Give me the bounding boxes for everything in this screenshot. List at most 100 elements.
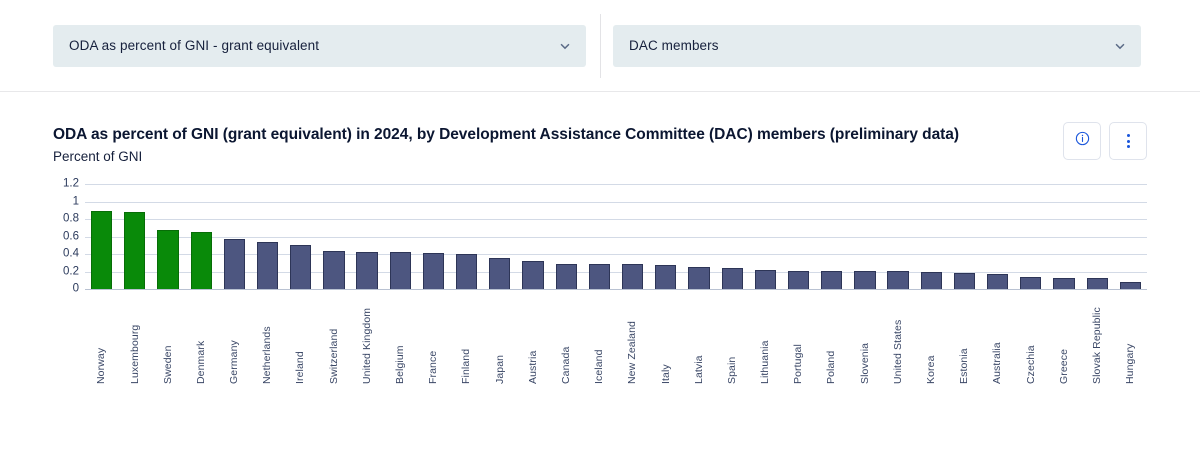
x-label-slot: Estonia xyxy=(948,296,981,384)
bar-slot xyxy=(118,184,151,289)
x-axis-label: Slovenia xyxy=(858,342,871,384)
bar-slot xyxy=(815,184,848,289)
bar[interactable] xyxy=(1053,277,1075,289)
bar[interactable] xyxy=(555,263,577,289)
bar[interactable] xyxy=(157,229,179,289)
x-label-slot: United Kingdom xyxy=(351,296,384,384)
bar[interactable] xyxy=(1086,277,1108,289)
filter-bar: ODA as percent of GNI - grant equivalent… xyxy=(0,0,1200,92)
x-axis-label: Latvia xyxy=(692,355,705,384)
x-axis-label: Germany xyxy=(228,340,241,384)
y-axis-tick: 0.8 xyxy=(63,212,79,225)
x-label-slot: Japan xyxy=(483,296,516,384)
bar-slot xyxy=(1081,184,1114,289)
bar-slot xyxy=(85,184,118,289)
x-axis-label: France xyxy=(427,350,440,384)
x-label-slot: Hungary xyxy=(1114,296,1147,384)
bar[interactable] xyxy=(953,273,976,289)
bar-slot xyxy=(782,184,815,289)
bar[interactable] xyxy=(190,232,212,289)
x-label-slot: Portugal xyxy=(782,296,815,384)
bar[interactable] xyxy=(920,272,942,289)
x-axis-label: Hungary xyxy=(1124,343,1137,384)
x-axis-label: Australia xyxy=(991,342,1004,384)
x-axis-label: United Kingdom xyxy=(360,307,373,384)
bar[interactable] xyxy=(688,267,710,289)
x-axis-label: Luxembourg xyxy=(128,324,141,384)
bar[interactable] xyxy=(389,252,411,289)
bar-slot xyxy=(516,184,549,289)
x-axis-label: Slovak Republic xyxy=(1090,307,1103,384)
x-axis-label: Japan xyxy=(493,354,506,384)
bar[interactable] xyxy=(90,211,113,289)
grid-lines xyxy=(85,184,1147,290)
bar[interactable] xyxy=(456,254,478,289)
bar[interactable] xyxy=(821,270,843,289)
bar[interactable] xyxy=(1119,282,1142,289)
bar[interactable] xyxy=(290,245,312,289)
bar[interactable] xyxy=(223,239,245,289)
info-button[interactable] xyxy=(1063,122,1101,160)
x-label-slot: Iceland xyxy=(583,296,616,384)
chart-actions xyxy=(1063,122,1147,160)
bar-slot xyxy=(450,184,483,289)
more-options-button[interactable] xyxy=(1109,122,1147,160)
y-axis-tick: 1.2 xyxy=(63,177,79,190)
y-axis-tick: 0.2 xyxy=(63,264,79,277)
bar[interactable] xyxy=(1020,276,1042,289)
bar[interactable] xyxy=(588,263,611,289)
gridline xyxy=(85,219,1147,220)
x-label-slot: Belgium xyxy=(384,296,417,384)
x-axis-label: Spain xyxy=(725,356,738,384)
bar[interactable] xyxy=(887,270,909,289)
x-label-slot: Norway xyxy=(85,296,118,384)
gridline xyxy=(85,254,1147,255)
bar[interactable] xyxy=(256,241,279,289)
x-axis-label: Greece xyxy=(1057,348,1070,384)
bar[interactable] xyxy=(323,250,345,289)
gridline xyxy=(85,201,1147,203)
x-axis-label: Norway xyxy=(95,347,108,384)
x-label-slot: United States xyxy=(882,296,915,384)
x-axis-labels: Norway Luxembourg Sweden Denmark Germany Neth… xyxy=(85,296,1147,384)
bar[interactable] xyxy=(621,263,644,289)
bar-slot xyxy=(1047,184,1080,289)
group-select[interactable]: DAC members xyxy=(613,24,1141,67)
bar[interactable] xyxy=(489,258,511,289)
filter-slot-group: DAC members xyxy=(613,0,1141,92)
bar-slot xyxy=(848,184,881,289)
bar[interactable] xyxy=(854,270,876,289)
y-axis-tick: 1 xyxy=(72,194,79,207)
bar[interactable] xyxy=(422,253,445,289)
page-title: ODA as percent of GNI (grant equivalent)… xyxy=(53,126,959,143)
x-label-slot: Switzerland xyxy=(317,296,350,384)
bar[interactable] xyxy=(721,268,743,289)
more-vertical-icon xyxy=(1126,134,1130,148)
x-label-slot: Netherlands xyxy=(251,296,284,384)
bar-chart: 0 0.2 0.4 0.6 0.8 1 1.2 Norway Luxembourg Sweden… xyxy=(53,178,1147,384)
bar-slot xyxy=(284,184,317,289)
x-axis-label: New Zealand xyxy=(626,321,639,384)
bar[interactable] xyxy=(754,269,776,289)
x-label-slot: Austria xyxy=(516,296,549,384)
bar[interactable] xyxy=(787,270,810,289)
indicator-select[interactable]: ODA as percent of GNI - grant equivalent xyxy=(53,24,586,67)
bar[interactable] xyxy=(655,265,677,289)
bar-slot xyxy=(251,184,284,289)
filter-slot-indicator: ODA as percent of GNI - grant equivalent xyxy=(0,0,586,92)
chart-card: ODA as percent of GNI (grant equivalent)… xyxy=(0,92,1200,470)
indicator-select-label: ODA as percent of GNI - grant equivalent xyxy=(69,38,320,53)
bar[interactable] xyxy=(987,274,1009,289)
x-axis-label: Czechia xyxy=(1024,345,1037,384)
bar[interactable] xyxy=(124,212,146,289)
bar-slot xyxy=(649,184,682,289)
gridline xyxy=(85,236,1147,238)
bar[interactable] xyxy=(356,252,378,289)
bar-slot xyxy=(682,184,715,289)
x-label-slot: Sweden xyxy=(151,296,184,384)
gridline xyxy=(85,184,1147,185)
x-label-slot: Poland xyxy=(815,296,848,384)
x-axis-label: Iceland xyxy=(593,349,606,384)
x-label-slot: Greece xyxy=(1047,296,1080,384)
bar[interactable] xyxy=(522,261,544,289)
